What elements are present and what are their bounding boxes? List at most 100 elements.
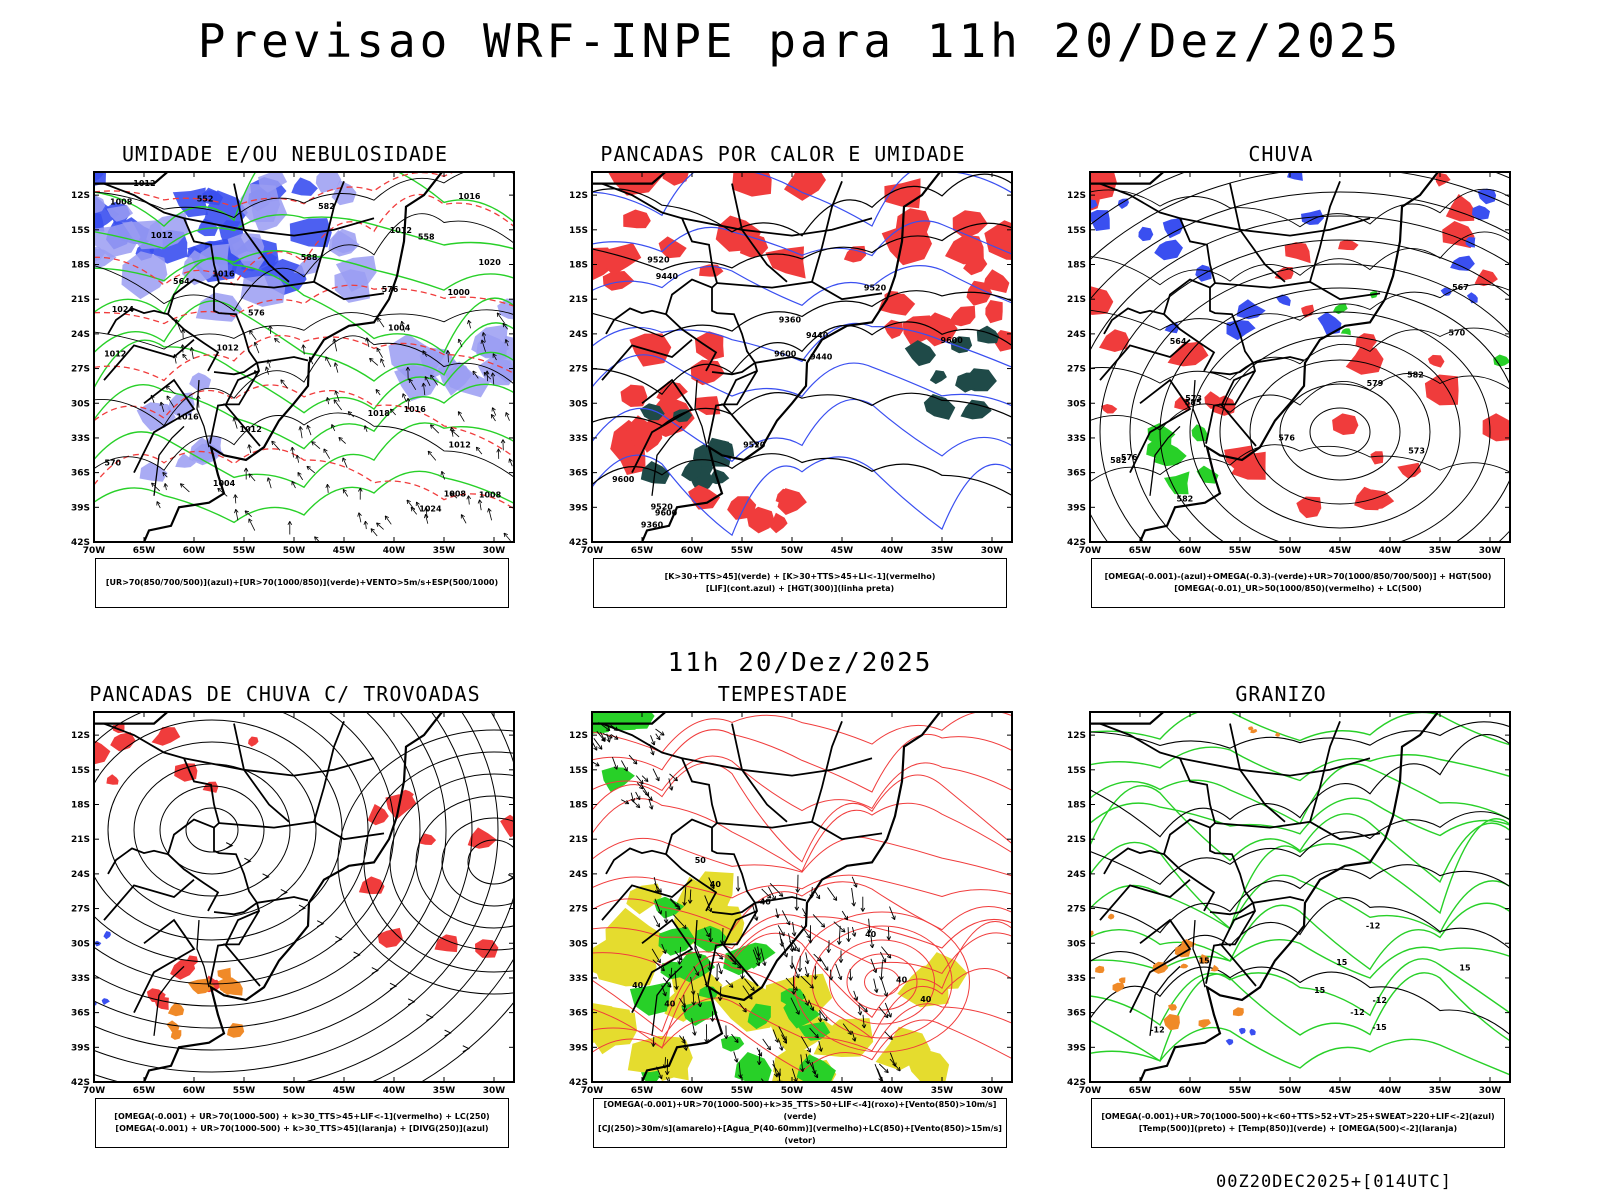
wind-vector-head: [766, 1045, 771, 1051]
lon-tick-label: 30W: [483, 1086, 506, 1096]
wind-vector: [496, 312, 505, 324]
map-frame: [591, 711, 1013, 1083]
wind-vector: [331, 424, 336, 432]
contour-label: 558: [418, 232, 435, 241]
streamline: [94, 712, 421, 1007]
wind-vector: [306, 465, 316, 474]
wind-vector: [683, 886, 687, 906]
wind-vector: [267, 477, 272, 489]
wind-vector: [248, 473, 256, 482]
wind-vector-head: [234, 509, 239, 514]
wind-vector-head: [670, 1087, 673, 1091]
contour-line: [94, 213, 514, 250]
wind-vector-head: [882, 958, 887, 963]
wind-vector-head: [851, 1037, 857, 1042]
wind-vector: [809, 1061, 819, 1079]
shaded-area: [434, 934, 458, 953]
wind-vector: [370, 528, 378, 537]
wind-vector-head: [325, 483, 330, 489]
wind-vector: [851, 876, 858, 888]
shaded-area: [897, 963, 949, 1008]
contour-label: 1016: [404, 405, 427, 414]
wind-vector: [874, 1063, 883, 1082]
wind-vector-head: [791, 990, 797, 995]
state-border: [721, 910, 759, 987]
wind-vector: [704, 895, 712, 912]
wind-vector-head: [297, 472, 302, 477]
wind-vector-head: [295, 454, 301, 460]
shaded-area: [151, 727, 181, 746]
streamline-arrow: [298, 904, 307, 912]
coastline: [94, 172, 444, 542]
wind-vector: [769, 882, 784, 897]
wind-vector-head: [244, 510, 249, 515]
wind-vector-head: [325, 397, 331, 402]
lat-tick-label: 30S: [71, 939, 90, 949]
wind-vector-head: [314, 536, 319, 541]
wind-vector: [804, 966, 809, 978]
shaded-area: [106, 774, 119, 785]
lat-tick-label: 27S: [1067, 905, 1086, 915]
wind-vector-head: [753, 916, 759, 921]
lon-tick-label: 65W: [133, 546, 156, 556]
wind-vector-head: [632, 760, 638, 765]
wind-vector-head: [217, 487, 222, 493]
contour-line: [1090, 327, 1510, 384]
wind-vector-head: [487, 508, 492, 513]
wind-vector: [460, 514, 467, 524]
wind-vector-head: [682, 901, 687, 906]
shaded-area: [1099, 329, 1130, 352]
contour-line: [1279, 383, 1401, 481]
wind-vector: [165, 385, 176, 395]
wind-vector-head: [795, 973, 800, 979]
wind-vector: [503, 532, 511, 541]
lat-tick-label: 36S: [1067, 1009, 1086, 1019]
shaded-area: [1345, 344, 1384, 375]
lat-tick-label: 12S: [1067, 191, 1086, 201]
wind-vector-head: [271, 440, 276, 446]
panel-title: PANCADAS DE CHUVA C/ TROVOADAS: [89, 682, 481, 706]
map-frame: [93, 711, 515, 1083]
wind-vector: [314, 536, 320, 542]
wind-vector: [297, 472, 304, 481]
lon-tick-label: 60W: [681, 546, 704, 556]
wind-vector-head: [608, 734, 613, 739]
wind-vector-head: [797, 967, 803, 972]
wind-vector-head: [423, 507, 429, 512]
shaded-area: [1118, 977, 1126, 984]
wind-vector-head: [490, 372, 496, 377]
shaded-area: [1287, 172, 1303, 181]
contour-line: [1090, 444, 1510, 483]
page-title: Previsao WRF-INPE para 11h 20/Dez/2025: [197, 14, 1403, 68]
wind-vector-head: [287, 521, 293, 525]
contour-line: [94, 284, 514, 325]
lat-tick-label: 24S: [71, 330, 90, 340]
shaded-area: [1397, 462, 1422, 479]
wind-vector-head: [869, 943, 875, 949]
wind-vector: [812, 914, 826, 928]
contour-label: 9520: [864, 284, 887, 293]
shaded-area: [1090, 172, 1117, 201]
shaded-area: [1117, 198, 1129, 209]
wind-vector-head: [247, 444, 252, 449]
wind-vector-head: [457, 411, 462, 416]
wind-vector-head: [848, 976, 853, 981]
wind-vector: [323, 448, 331, 459]
wind-vector-head: [735, 887, 741, 892]
wind-vector-head: [406, 499, 411, 504]
wind-vector: [697, 993, 701, 1007]
shaded-area: [240, 275, 286, 307]
shaded-area: [103, 931, 111, 940]
wind-vector: [800, 1054, 804, 1072]
wind-vector-head: [156, 501, 161, 506]
lat-tick-label: 21S: [569, 295, 588, 305]
wind-vector: [244, 510, 252, 518]
state-border: [601, 722, 719, 829]
state-border: [1209, 287, 1255, 376]
shaded-area: [175, 453, 197, 468]
state-border: [681, 217, 873, 237]
wind-vector: [800, 1036, 811, 1053]
lon-tick-label: 45W: [1329, 1086, 1352, 1096]
wind-vector: [778, 1026, 787, 1041]
state-border: [1129, 918, 1192, 1013]
